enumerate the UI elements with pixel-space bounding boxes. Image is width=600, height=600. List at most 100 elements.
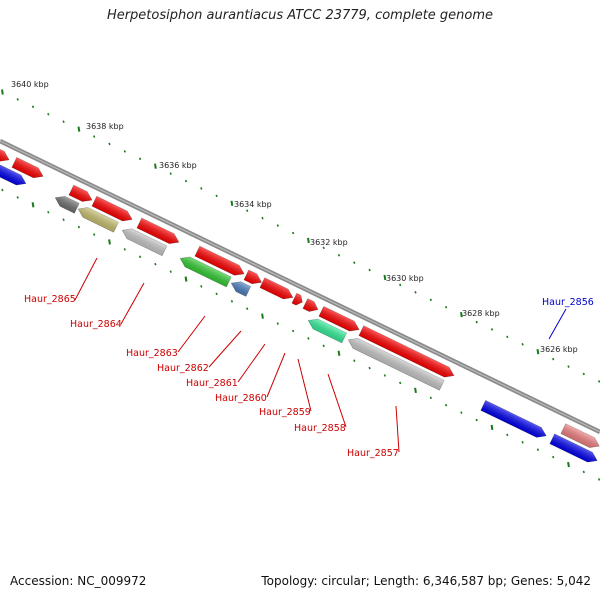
minor-tick	[337, 253, 341, 257]
gene-label: Haur_2865	[24, 294, 76, 305]
minor-tick	[291, 231, 295, 235]
gene-arrow	[230, 281, 252, 297]
minor-tick	[383, 374, 387, 377]
minor-tick	[597, 380, 600, 383]
callout-line	[74, 257, 98, 301]
minor-tick	[154, 262, 157, 266]
minor-tick	[399, 381, 402, 385]
gene-arrow-shade	[318, 306, 360, 332]
gene-arrow-shade	[560, 423, 600, 448]
minor-tick	[47, 112, 50, 116]
minor-tick	[200, 285, 203, 288]
major-tick	[337, 350, 341, 356]
major-tick	[108, 239, 111, 245]
minor-tick	[16, 196, 19, 199]
minor-tick	[77, 225, 81, 229]
minor-tick	[246, 209, 249, 213]
gene-arrow	[194, 245, 245, 276]
minor-tick	[552, 357, 555, 361]
callout-line	[297, 358, 312, 412]
minor-tick	[138, 157, 142, 161]
gene-arrow	[121, 228, 168, 257]
minor-tick	[597, 478, 600, 481]
minor-tick	[399, 283, 402, 287]
gene-label: Haur_2858	[294, 423, 346, 434]
accession-label: Accession: NC_009972	[10, 574, 147, 588]
gene-arrow	[136, 217, 180, 244]
callout-line	[327, 373, 347, 428]
minor-tick	[138, 255, 142, 259]
minor-tick	[368, 366, 371, 370]
gene-arrow-shade	[243, 269, 262, 284]
gene-arrow	[91, 195, 133, 222]
minor-tick	[261, 216, 264, 220]
gene-arrow	[179, 256, 232, 288]
major-tick	[1, 89, 4, 95]
minor-tick	[276, 322, 279, 325]
major-tick	[154, 163, 157, 169]
minor-tick	[16, 98, 19, 101]
gene-arrow	[560, 423, 600, 448]
gene-arrow-shade	[308, 319, 347, 343]
gene-arrow	[68, 184, 93, 202]
major-tick	[536, 349, 540, 355]
minor-tick	[490, 328, 494, 331]
gene-labels: Haur_2865 Haur_2864 Haur_2863 Haur_2862 Haur…	[24, 294, 594, 459]
scale-ticks	[1, 89, 600, 481]
gene-arrow-shade	[136, 218, 179, 244]
minor-tick	[521, 440, 524, 444]
minor-tick	[93, 233, 96, 236]
minor-tick	[506, 433, 509, 437]
gene-arrow	[54, 196, 80, 214]
major-tick	[490, 424, 494, 431]
scale-label: 3634 kbp	[234, 200, 272, 209]
minor-tick	[169, 270, 172, 273]
minor-tick	[582, 372, 585, 376]
map-title: Herpetosiphon aurantiacus ATCC 23779, co…	[106, 8, 494, 23]
minor-tick	[460, 411, 463, 414]
minor-tick	[62, 218, 65, 221]
scale-label: 3630 kbp	[386, 274, 424, 283]
gene-arrow-shade	[302, 298, 318, 312]
gene-arrow-shade	[231, 281, 251, 297]
major-tick	[460, 311, 463, 318]
gene-arrow	[291, 292, 303, 306]
minor-tick	[552, 455, 555, 459]
minor-tick	[429, 396, 432, 400]
minor-tick	[230, 300, 234, 303]
gene-features	[0, 144, 600, 463]
major-tick	[31, 202, 35, 208]
minor-tick	[123, 248, 126, 251]
callout-line	[208, 330, 242, 368]
minor-tick	[123, 150, 126, 153]
minor-tick	[47, 210, 50, 214]
major-tick	[261, 313, 264, 319]
minor-tick	[276, 224, 279, 227]
scale-label: 3636 kbp	[159, 161, 197, 170]
minor-tick	[475, 320, 478, 324]
minor-tick	[322, 344, 325, 348]
gene-arrow-shade	[68, 185, 93, 202]
gene-label: Haur_2856	[542, 297, 594, 308]
scale-label: 3632 kbp	[310, 238, 348, 247]
minor-tick	[414, 291, 417, 294]
minor-tick	[246, 307, 249, 311]
gene-arrow-shade	[180, 256, 232, 287]
scale-label: 3628 kbp	[462, 309, 500, 318]
minor-tick	[536, 448, 540, 452]
gene-label: Haur_2859	[259, 407, 311, 418]
gene-arrow-shade	[78, 207, 119, 233]
gene-label: Haur_2860	[215, 393, 267, 404]
gene-arrow-shade	[480, 400, 547, 438]
callout-line	[395, 405, 400, 453]
scale-label: 3626 kbp	[540, 345, 578, 354]
gene-arrow	[0, 163, 27, 186]
gene-label: Haur_2857	[347, 448, 399, 459]
minor-tick	[215, 292, 218, 296]
gene-arrow	[347, 338, 445, 391]
gene-arrow	[480, 400, 547, 438]
minor-tick	[444, 305, 448, 309]
scale-label: 3638 kbp	[86, 122, 124, 131]
scale-labels: 3640 kbp 3638 kbp 3636 kbp 3634 kbp 3632 kbp…	[11, 80, 578, 354]
